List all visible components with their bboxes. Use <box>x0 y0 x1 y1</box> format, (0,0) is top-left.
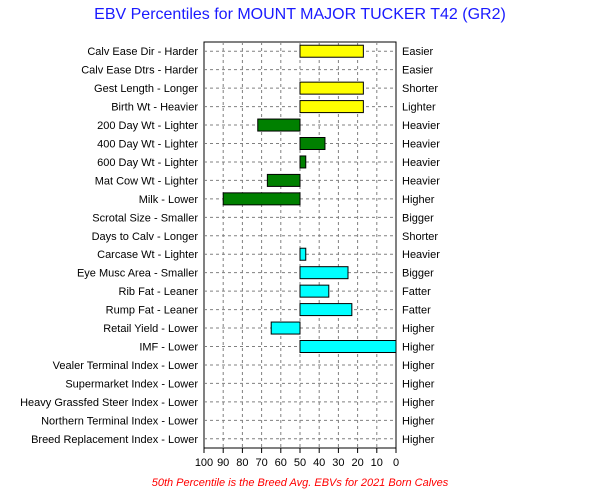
category-label-left: 600 Day Wt - Lighter <box>97 157 198 169</box>
category-label-right: Heavier <box>402 175 440 187</box>
category-label-right: Easier <box>402 65 434 77</box>
category-label-right: Higher <box>402 434 435 446</box>
bar <box>299 266 349 280</box>
category-label-left: Birth Wt - Heavier <box>111 102 198 114</box>
chart-footnote: 50th Percentile is the Breed Avg. EBVs f… <box>151 477 449 489</box>
category-label-left: Gest Length - Longer <box>94 83 198 95</box>
category-label-left: IMF - Lower <box>139 342 198 354</box>
bar <box>299 340 397 353</box>
category-label-right: Heavier <box>402 157 440 169</box>
x-tick-label: 60 <box>275 457 287 469</box>
category-label-left: Vealer Terminal Index - Lower <box>53 360 199 372</box>
category-label-left: Calv Ease Dir - Harder <box>87 46 198 58</box>
bar <box>222 192 301 206</box>
category-label-right: Lighter <box>402 102 436 114</box>
category-label-right: Higher <box>402 194 435 206</box>
category-label-right: Higher <box>402 415 435 427</box>
bar <box>299 303 353 317</box>
category-label-right: Bigger <box>402 268 434 280</box>
x-tick-label: 90 <box>217 457 229 469</box>
category-label-left: Rib Fat - Leaner <box>119 286 199 298</box>
category-label-right: Heavier <box>402 249 440 261</box>
x-tick-label: 0 <box>393 457 399 469</box>
category-label-right: Easier <box>402 46 434 58</box>
x-tick-label: 10 <box>371 457 383 469</box>
x-tick-label: 70 <box>255 457 267 469</box>
x-tick-label: 80 <box>236 457 248 469</box>
bar <box>270 321 301 335</box>
x-tick-label: 40 <box>313 457 325 469</box>
category-label-left: Calv Ease Dtrs - Harder <box>81 65 198 77</box>
category-label-right: Shorter <box>402 231 438 243</box>
chart-title: EBV Percentiles for MOUNT MAJOR TUCKER T… <box>94 6 506 23</box>
x-tick-label: 100 <box>195 457 213 469</box>
category-label-left: 400 Day Wt - Lighter <box>97 139 198 151</box>
category-label-left: Carcase Wt - Lighter <box>97 249 198 261</box>
category-label-left: Retail Yield - Lower <box>103 323 198 335</box>
category-label-right: Higher <box>402 342 435 354</box>
category-label-left: Heavy Grassfed Steer Index - Lower <box>20 397 198 409</box>
bar <box>299 44 364 58</box>
category-label-right: Higher <box>402 397 435 409</box>
category-label-right: Higher <box>402 360 435 372</box>
category-label-left: 200 Day Wt - Lighter <box>97 120 198 132</box>
x-tick-label: 20 <box>351 457 363 469</box>
category-label-left: Rump Fat - Leaner <box>106 305 199 317</box>
x-tick-label: 30 <box>332 457 344 469</box>
category-label-left: Northern Terminal Index - Lower <box>41 415 198 427</box>
category-label-right: Shorter <box>402 83 438 95</box>
x-tick-label: 50 <box>294 457 306 469</box>
bar <box>299 247 307 261</box>
bar <box>266 173 301 187</box>
bar <box>299 284 330 298</box>
bar <box>257 118 301 132</box>
category-label-left: Eye Musc Area - Smaller <box>77 268 198 280</box>
category-label-right: Higher <box>402 323 435 335</box>
category-label-left: Scrotal Size - Smaller <box>92 212 198 224</box>
category-label-right: Bigger <box>402 212 434 224</box>
category-label-left: Mat Cow Wt - Lighter <box>95 175 199 187</box>
category-label-right: Fatter <box>402 305 431 317</box>
bar <box>299 81 364 95</box>
category-label-right: Higher <box>402 378 435 390</box>
bar <box>299 155 307 169</box>
category-label-left: Supermarket Index - Lower <box>65 378 198 390</box>
category-label-right: Fatter <box>402 286 431 298</box>
bar <box>299 137 326 150</box>
bar <box>299 100 364 114</box>
category-label-left: Days to Calv - Longer <box>92 231 199 243</box>
category-label-right: Heavier <box>402 139 440 151</box>
category-label-left: Milk - Lower <box>139 194 199 206</box>
category-label-right: Heavier <box>402 120 440 132</box>
category-label-left: Breed Replacement Index - Lower <box>31 434 198 446</box>
